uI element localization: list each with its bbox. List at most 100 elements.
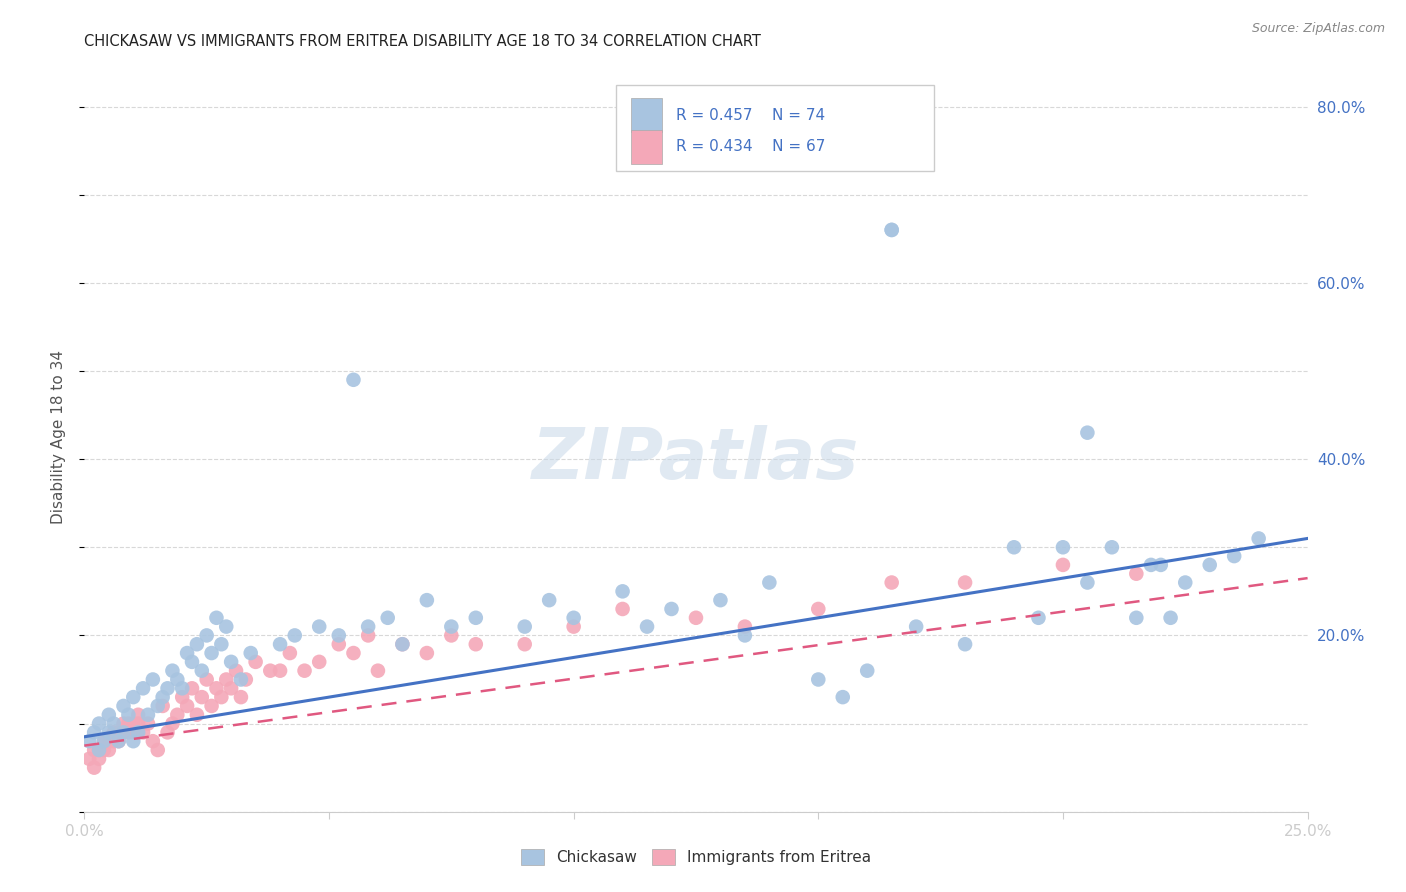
Point <box>1247 532 1270 546</box>
Point <box>1150 558 1173 572</box>
Point <box>259 664 281 678</box>
Point <box>132 725 155 739</box>
Point <box>142 734 165 748</box>
Point <box>880 223 903 237</box>
Point <box>205 681 228 696</box>
Point <box>215 619 238 633</box>
Point <box>93 734 115 748</box>
Point <box>176 646 198 660</box>
Point <box>538 593 561 607</box>
Text: ZIPatlas: ZIPatlas <box>533 425 859 494</box>
Point <box>83 761 105 775</box>
Point <box>308 619 330 633</box>
Point <box>1076 575 1098 590</box>
Point <box>831 690 853 705</box>
Point <box>215 673 238 687</box>
Text: R = 0.457    N = 74: R = 0.457 N = 74 <box>676 108 825 123</box>
Point <box>152 698 174 713</box>
Point <box>156 725 179 739</box>
Point <box>112 725 135 739</box>
Point <box>758 575 780 590</box>
Point <box>97 725 120 739</box>
Point <box>685 611 707 625</box>
Point <box>953 575 976 590</box>
Point <box>357 628 380 642</box>
Point <box>172 690 194 705</box>
Point <box>416 646 439 660</box>
Point <box>156 681 179 696</box>
Point <box>146 698 169 713</box>
Text: R = 0.434    N = 67: R = 0.434 N = 67 <box>676 139 825 154</box>
Point <box>513 619 536 633</box>
Point <box>367 664 389 678</box>
Point <box>1125 566 1147 581</box>
Point <box>734 628 756 642</box>
Point <box>87 743 110 757</box>
Point <box>1160 611 1182 625</box>
Point <box>162 716 184 731</box>
Point <box>107 734 129 748</box>
Point <box>122 725 145 739</box>
Point <box>209 637 232 651</box>
Point <box>209 690 232 705</box>
Point <box>1002 541 1025 555</box>
Point <box>734 619 756 633</box>
Point <box>440 628 463 642</box>
Point <box>278 646 301 660</box>
Point <box>152 690 174 705</box>
Point <box>391 637 413 651</box>
Point <box>166 673 188 687</box>
Point <box>122 690 145 705</box>
Point <box>391 637 413 651</box>
Point <box>117 707 139 722</box>
Point <box>83 743 105 757</box>
Point <box>122 716 145 731</box>
Point <box>93 743 115 757</box>
Point <box>440 619 463 633</box>
Point <box>186 637 208 651</box>
Point <box>103 734 125 748</box>
Point <box>97 707 120 722</box>
Point <box>308 655 330 669</box>
Point <box>245 655 267 669</box>
Point <box>112 698 135 713</box>
Point <box>1125 611 1147 625</box>
Point <box>219 681 242 696</box>
Point <box>77 734 100 748</box>
Point <box>195 673 218 687</box>
Point <box>195 628 218 642</box>
Point <box>636 619 658 633</box>
Point <box>200 698 222 713</box>
Point <box>83 725 105 739</box>
Point <box>136 716 159 731</box>
Point <box>166 707 188 722</box>
Point <box>112 716 135 731</box>
Point <box>856 664 879 678</box>
Point <box>284 628 307 642</box>
Point <box>1052 541 1074 555</box>
Point <box>77 752 100 766</box>
Point <box>880 223 903 237</box>
Point <box>377 611 399 625</box>
Point <box>562 611 585 625</box>
Point <box>162 664 184 678</box>
Point <box>107 725 129 739</box>
Point <box>127 707 149 722</box>
Point <box>342 646 364 660</box>
Point <box>807 673 830 687</box>
FancyBboxPatch shape <box>631 98 662 132</box>
Point <box>880 575 903 590</box>
Point <box>905 619 928 633</box>
Point <box>87 743 110 757</box>
Point <box>1076 425 1098 440</box>
Y-axis label: Disability Age 18 to 34: Disability Age 18 to 34 <box>51 350 66 524</box>
Point <box>807 602 830 616</box>
Point <box>1140 558 1163 572</box>
Point <box>229 690 252 705</box>
FancyBboxPatch shape <box>616 85 935 171</box>
FancyBboxPatch shape <box>631 130 662 163</box>
Point <box>205 611 228 625</box>
Point <box>661 602 683 616</box>
Point <box>1052 558 1074 572</box>
Point <box>357 619 380 633</box>
